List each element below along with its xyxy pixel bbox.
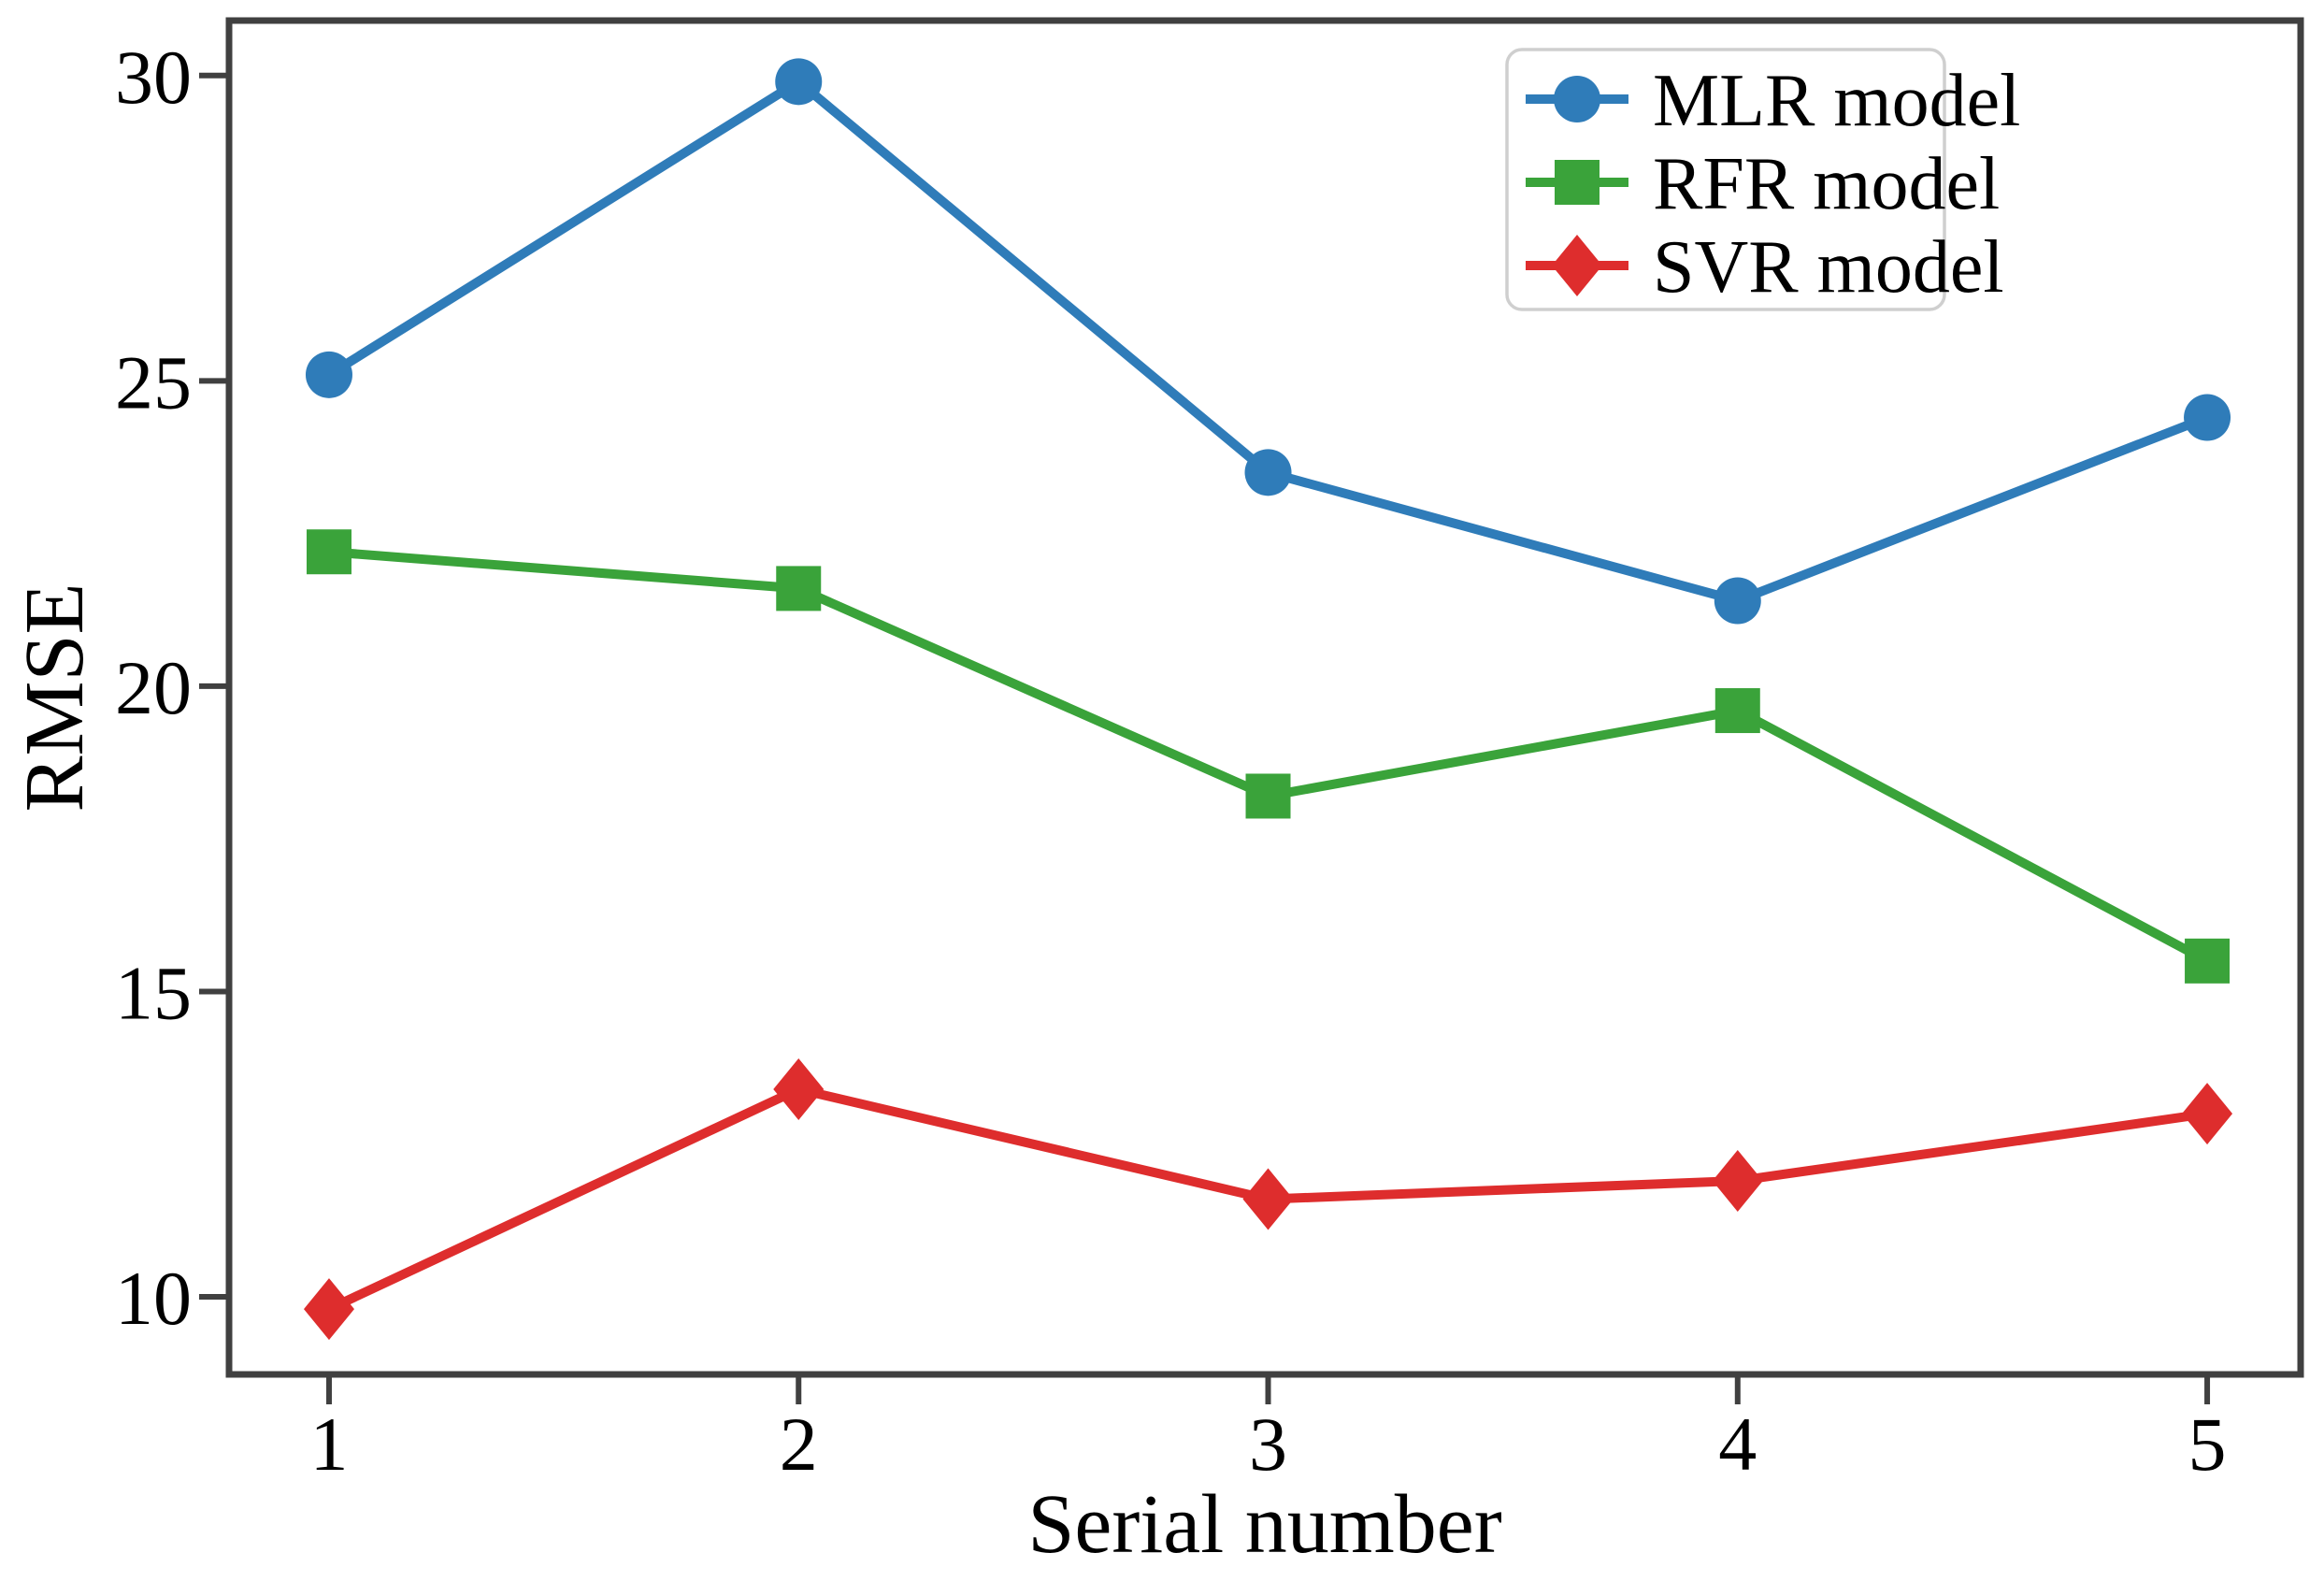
- x-tick-label: 1: [309, 1402, 348, 1487]
- data-point-marker-mlr-model: [1714, 577, 1761, 625]
- data-point-marker-rfr-model: [2185, 938, 2231, 984]
- data-point-marker-svr-model: [303, 1278, 354, 1341]
- legend-label-mlr-model: MLR model: [1653, 60, 2020, 142]
- legend-label-svr-model: SVR model: [1653, 226, 2004, 309]
- data-point-marker-rfr-model: [1245, 773, 1291, 819]
- data-point-marker-rfr-model: [1714, 688, 1760, 734]
- data-point-marker-mlr-model: [775, 58, 823, 106]
- y-tick-label: 15: [115, 950, 192, 1035]
- y-axis-title: RMSE: [8, 582, 101, 812]
- x-tick-label: 4: [1718, 1402, 1757, 1487]
- data-point-marker-svr-model: [2182, 1083, 2233, 1145]
- data-point-marker-mlr-model: [1244, 449, 1292, 496]
- data-point-marker-mlr-model: [305, 351, 352, 398]
- series-line-rfr-model: [323, 547, 2213, 966]
- x-axis-title: Serial number: [1027, 1478, 1501, 1571]
- data-point-marker-mlr-model: [2184, 394, 2231, 441]
- data-point-marker-svr-model: [1712, 1149, 1763, 1212]
- y-tick-label: 20: [115, 645, 192, 730]
- y-tick-label: 25: [115, 339, 192, 424]
- legend-box: [1505, 48, 1946, 311]
- x-tick-label: 3: [1249, 1402, 1287, 1487]
- y-tick-label: 10: [115, 1256, 192, 1341]
- legend-label-rfr-model: RFR model: [1653, 143, 2000, 225]
- data-point-marker-rfr-model: [306, 529, 351, 575]
- y-tick-label: 30: [115, 35, 192, 120]
- legend-marker-square-icon: [1555, 160, 1600, 205]
- data-point-marker-svr-model: [1242, 1168, 1294, 1230]
- legend-marker-circle-icon: [1554, 76, 1600, 122]
- x-tick-label: 5: [2188, 1402, 2227, 1487]
- legend-marker-diamond-icon: [1552, 235, 1602, 296]
- data-point-marker-svr-model: [773, 1057, 825, 1120]
- x-tick-label: 2: [780, 1402, 818, 1487]
- plot-border: [225, 17, 2304, 1378]
- data-point-marker-rfr-model: [776, 566, 822, 611]
